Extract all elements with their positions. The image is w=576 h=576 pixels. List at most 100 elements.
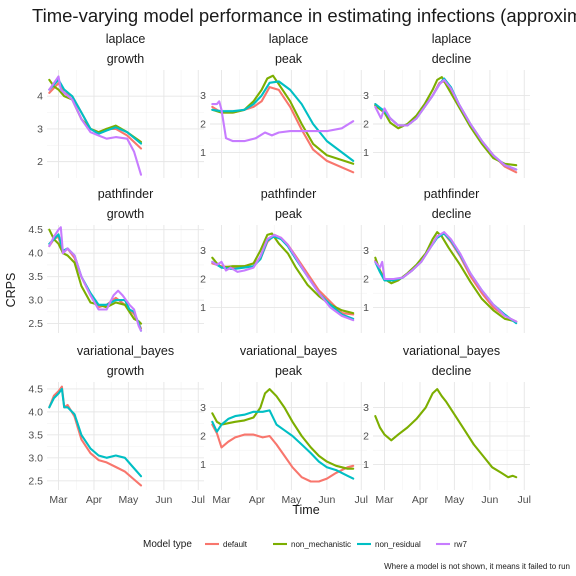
x-tick-label: Apr — [86, 494, 103, 506]
strip-label-phase: decline — [432, 52, 472, 66]
y-tick-label: 2.5 — [28, 318, 43, 330]
panel-laplace-decline: laplace decline 1 2 3 — [363, 32, 530, 178]
series-line-rw7 — [211, 233, 355, 322]
series-line-non-mechanistic — [374, 76, 518, 167]
chart-caption: Where a model is not shown, it means it … — [384, 562, 570, 571]
y-tick-label: 2 — [200, 119, 206, 131]
y-tick-label: 3.5 — [28, 429, 43, 441]
panel-pathfinder-growth: pathfinder growth 2.5 3.0 3.5 4.0 4.5 — [28, 187, 204, 333]
x-tick-label: Jul — [355, 494, 368, 506]
y-tick-label: 4.0 — [28, 406, 43, 418]
chart-title: Time-varying model performance in estima… — [32, 5, 576, 26]
x-tick-label: Mar — [375, 494, 394, 506]
series-line-rw7 — [48, 75, 143, 176]
y-tick-label: 3.5 — [28, 271, 43, 283]
strip-label-phase: decline — [432, 207, 472, 221]
legend-title: Model type — [143, 539, 192, 550]
strip-label-method: laplace — [106, 32, 146, 46]
y-tick-label: 2 — [363, 119, 369, 131]
y-tick-label: 3 — [200, 90, 206, 102]
strip-label-phase: peak — [275, 364, 303, 378]
series-line-default — [48, 385, 143, 487]
legend: Model type default non_mechanistic non_res… — [143, 539, 467, 550]
series-line-rw7 — [374, 231, 518, 323]
legend-label-rw7: rw7 — [454, 540, 467, 549]
x-axis-label: Time — [292, 503, 319, 517]
y-tick-label: 4.5 — [28, 383, 43, 395]
strip-label-phase: growth — [107, 207, 145, 221]
strip-label-phase: peak — [275, 207, 303, 221]
y-tick-label: 2 — [200, 431, 206, 443]
x-tick-label: Apr — [412, 494, 429, 506]
x-tick-label: Jul — [192, 494, 205, 506]
strip-label-method: laplace — [432, 32, 472, 46]
y-tick-label: 3.0 — [28, 295, 43, 307]
y-tick-label: 1 — [363, 147, 369, 159]
strip-label-phase: growth — [107, 52, 145, 66]
strip-label-method: variational_bayes — [240, 344, 337, 358]
y-tick-label: 3 — [363, 90, 369, 102]
y-tick-label: 1 — [200, 459, 206, 471]
x-tick-label: May — [281, 494, 302, 506]
strip-label-phase: peak — [275, 52, 303, 66]
series-line-non-mechanistic — [211, 74, 355, 165]
legend-label-non-mechanistic: non_mechanistic — [291, 540, 351, 549]
series-line-non-mechanistic — [211, 388, 355, 470]
series-line-non-mechanistic — [211, 232, 355, 315]
y-tick-label: 1 — [363, 302, 369, 314]
y-tick-label: 2 — [200, 274, 206, 286]
x-tick-label: May — [118, 494, 139, 506]
strip-label-method: variational_bayes — [403, 344, 500, 358]
y-tick-label: 3 — [200, 245, 206, 257]
strip-label-method: pathfinder — [424, 187, 480, 201]
series-line-non-residual — [48, 78, 143, 145]
y-tick-label: 1 — [200, 147, 206, 159]
panel-pathfinder-decline: pathfinder decline 1 2 3 — [363, 187, 530, 333]
series-line-non-residual — [48, 387, 143, 478]
x-tick-label: Jun — [155, 494, 172, 506]
y-tick-label: 3 — [363, 402, 369, 414]
x-tick-label: Jul — [518, 494, 531, 506]
x-tick-label: May — [444, 494, 465, 506]
x-tick-label: Apr — [249, 494, 266, 506]
series-line-non-mechanistic — [374, 388, 518, 479]
y-axis-label: CRPS — [4, 273, 18, 308]
legend-label-non-residual: non_residual — [375, 540, 421, 549]
y-tick-label: 4.0 — [28, 248, 43, 260]
panel-pathfinder-peak: pathfinder peak 1 2 3 — [200, 187, 367, 333]
series-line-rw7 — [48, 226, 143, 332]
series-line-non-residual — [48, 233, 143, 332]
series-line-default — [211, 423, 355, 483]
y-tick-label: 4.5 — [28, 224, 43, 236]
strip-label-method: laplace — [269, 32, 309, 46]
y-tick-label: 2 — [37, 156, 43, 168]
y-tick-label: 2.5 — [28, 475, 43, 487]
y-tick-label: 3.0 — [28, 452, 43, 464]
panel-grid: laplace growth 2 3 4 laplace peak 1 2 3 laplace dec… — [28, 32, 531, 506]
y-tick-label: 1 — [363, 459, 369, 471]
y-tick-label: 4 — [37, 91, 43, 103]
y-tick-label: 1 — [200, 302, 206, 314]
series-line-rw7 — [211, 100, 355, 143]
x-tick-label: Jun — [318, 494, 335, 506]
x-tick-label: Mar — [49, 494, 68, 506]
series-line-non-mechanistic — [374, 231, 518, 323]
y-tick-label: 3 — [363, 245, 369, 257]
y-tick-label: 2 — [363, 274, 369, 286]
x-tick-label: Mar — [212, 494, 231, 506]
panel-laplace-peak: laplace peak 1 2 3 — [200, 32, 367, 178]
y-tick-label: 3 — [37, 123, 43, 135]
series-line-non-residual — [211, 409, 355, 480]
y-tick-label: 2 — [363, 431, 369, 443]
panel-laplace-growth: laplace growth 2 3 4 — [37, 32, 204, 178]
legend-label-default: default — [223, 540, 248, 549]
y-tick-label: 3 — [200, 402, 206, 414]
strip-label-method: pathfinder — [261, 187, 317, 201]
x-tick-label: Jun — [481, 494, 498, 506]
series-line-non-residual — [211, 80, 355, 162]
strip-label-phase: growth — [107, 364, 145, 378]
